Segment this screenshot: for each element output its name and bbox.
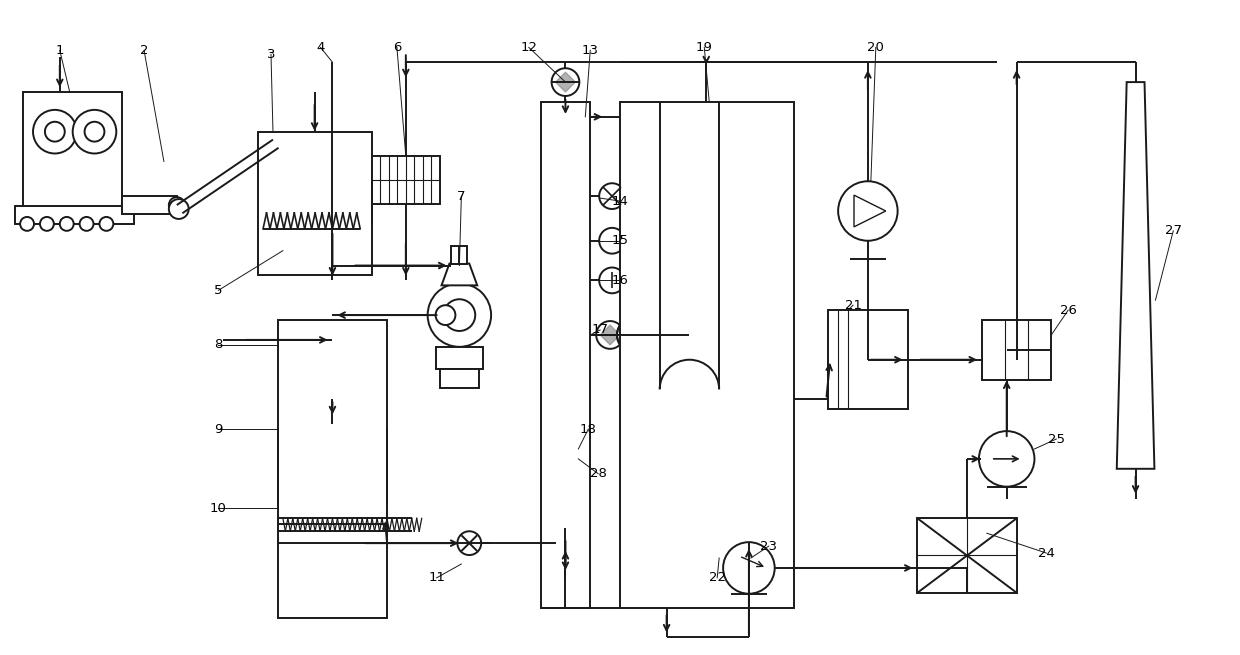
Circle shape: [978, 431, 1034, 487]
Circle shape: [552, 68, 579, 96]
Text: 14: 14: [611, 195, 629, 208]
Bar: [982, 320, 1052, 379]
Text: 25: 25: [1048, 432, 1065, 445]
Text: 5: 5: [215, 284, 223, 297]
Text: 19: 19: [696, 41, 713, 54]
Polygon shape: [441, 263, 477, 286]
Text: 10: 10: [210, 502, 227, 515]
Circle shape: [599, 228, 625, 253]
Text: 2: 2: [140, 44, 149, 57]
Polygon shape: [317, 350, 347, 400]
Circle shape: [99, 217, 113, 231]
Bar: [15, 206, 134, 224]
Circle shape: [73, 110, 117, 153]
Circle shape: [618, 317, 652, 353]
Bar: [435, 347, 484, 369]
Text: 28: 28: [590, 467, 606, 480]
Text: 13: 13: [582, 44, 599, 57]
Text: 16: 16: [611, 274, 629, 287]
Circle shape: [84, 122, 104, 141]
Text: 7: 7: [458, 190, 465, 202]
Bar: [918, 518, 1017, 593]
Bar: [620, 102, 794, 608]
Circle shape: [265, 134, 285, 153]
Ellipse shape: [278, 413, 387, 445]
Circle shape: [444, 299, 475, 331]
Bar: [258, 132, 372, 276]
Circle shape: [838, 181, 898, 241]
Circle shape: [169, 197, 185, 213]
Text: 4: 4: [316, 41, 325, 54]
Bar: [278, 320, 387, 618]
Circle shape: [20, 217, 33, 231]
Text: 17: 17: [591, 324, 609, 337]
Polygon shape: [854, 195, 885, 227]
Circle shape: [723, 542, 775, 593]
Circle shape: [40, 217, 53, 231]
Text: 22: 22: [709, 571, 725, 584]
Circle shape: [45, 122, 64, 141]
Text: 8: 8: [215, 339, 223, 351]
Text: 15: 15: [611, 234, 629, 247]
Circle shape: [428, 284, 491, 347]
Bar: [451, 246, 467, 263]
Text: 6: 6: [393, 41, 401, 54]
Circle shape: [60, 217, 73, 231]
Bar: [123, 196, 177, 214]
Polygon shape: [1117, 82, 1154, 469]
Circle shape: [33, 110, 77, 153]
Circle shape: [435, 305, 455, 325]
Text: 23: 23: [760, 540, 777, 553]
Bar: [24, 92, 123, 211]
Bar: [541, 102, 590, 608]
Text: 18: 18: [580, 422, 596, 436]
Text: 11: 11: [428, 571, 445, 584]
Text: 20: 20: [867, 41, 884, 54]
Circle shape: [458, 531, 481, 555]
Circle shape: [169, 199, 188, 219]
Text: 27: 27: [1164, 224, 1182, 237]
Circle shape: [79, 217, 93, 231]
Text: 21: 21: [844, 299, 862, 312]
Bar: [439, 369, 479, 388]
Circle shape: [599, 267, 625, 293]
Text: 1: 1: [56, 44, 64, 57]
Polygon shape: [556, 72, 575, 92]
Bar: [325, 328, 341, 350]
Ellipse shape: [283, 471, 382, 496]
Bar: [372, 157, 439, 204]
Circle shape: [596, 321, 624, 349]
Polygon shape: [600, 325, 620, 345]
Bar: [828, 310, 908, 409]
Circle shape: [599, 183, 625, 209]
Text: 12: 12: [521, 41, 537, 54]
Text: 9: 9: [215, 422, 223, 436]
Text: 24: 24: [1038, 546, 1055, 559]
Text: 3: 3: [267, 48, 275, 61]
Ellipse shape: [278, 487, 387, 519]
Text: 26: 26: [1060, 304, 1076, 316]
